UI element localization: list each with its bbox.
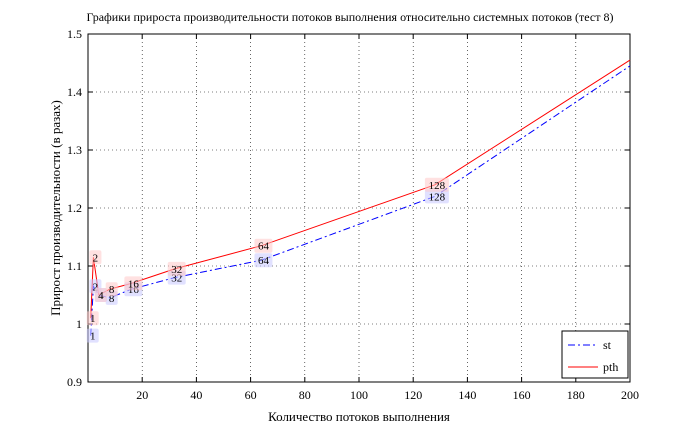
y-tick-label: 1.2: [67, 201, 82, 215]
point-label: 1: [90, 313, 96, 325]
x-tick-label: 40: [190, 388, 202, 402]
point-label-bg: [424, 189, 449, 204]
y-tick-label: 1.3: [67, 143, 82, 157]
point-label-bg: [424, 177, 449, 192]
point-label-bg: [254, 253, 273, 268]
x-tick-label: 120: [404, 388, 422, 402]
point-label: 128: [429, 191, 446, 203]
x-tick-label: 60: [245, 388, 257, 402]
point-labels: 12481632641281248163264128: [86, 177, 449, 343]
point-label-bg: [86, 328, 99, 343]
y-axis-label: Прирост производительности (в разах): [48, 100, 63, 316]
point-label: 128: [429, 180, 446, 192]
series-line-st: [90, 65, 631, 336]
chart-title: Графики прироста производительности пото…: [87, 10, 614, 24]
point-label: 32: [171, 264, 182, 276]
x-tick-label: 80: [299, 388, 311, 402]
y-tick-label: 1.4: [67, 85, 82, 99]
x-tick-label: 140: [458, 388, 476, 402]
point-label-bg: [124, 276, 143, 291]
legend-box: [561, 330, 629, 379]
point-label: 8: [109, 284, 115, 296]
axis-ticks: 20 40 60 80 100 120 140 160 180 200 0.9 1 1.1 1.2 1.3 1…: [67, 27, 639, 402]
point-label: 32: [171, 273, 182, 285]
point-label-bg: [167, 261, 186, 276]
point-label: 64: [258, 241, 270, 253]
x-tick-label: 20: [136, 388, 148, 402]
x-axis-label: Количество потоков выполнения: [268, 409, 450, 424]
grid: [88, 34, 631, 382]
point-label: 1: [90, 331, 96, 343]
x-tick-label: 180: [567, 388, 585, 402]
x-tick-label: 200: [621, 388, 639, 402]
point-label-bg: [105, 282, 118, 297]
point-label: 16: [128, 278, 140, 290]
point-label-bg: [94, 288, 107, 302]
point-label-bg: [89, 250, 102, 265]
legend: st pth: [561, 330, 629, 379]
point-label: 8: [109, 293, 115, 305]
point-label: 4: [98, 290, 104, 302]
y-tick-label: 1.5: [67, 27, 82, 41]
point-label-bg: [86, 311, 99, 326]
legend-label-st: st: [603, 338, 612, 352]
point-label-bg: [254, 238, 273, 253]
y-tick-label: 1.1: [67, 259, 82, 273]
x-tick-label: 160: [513, 388, 531, 402]
series-lines: [90, 59, 631, 336]
x-tick-label: 100: [350, 388, 368, 402]
point-label: 64: [258, 255, 270, 267]
point-label: 2: [93, 252, 99, 264]
legend-label-pth: pth: [603, 360, 618, 374]
y-tick-label: 0.9: [67, 375, 82, 389]
point-label: 2: [93, 281, 99, 293]
y-tick-label: 1: [76, 317, 82, 331]
